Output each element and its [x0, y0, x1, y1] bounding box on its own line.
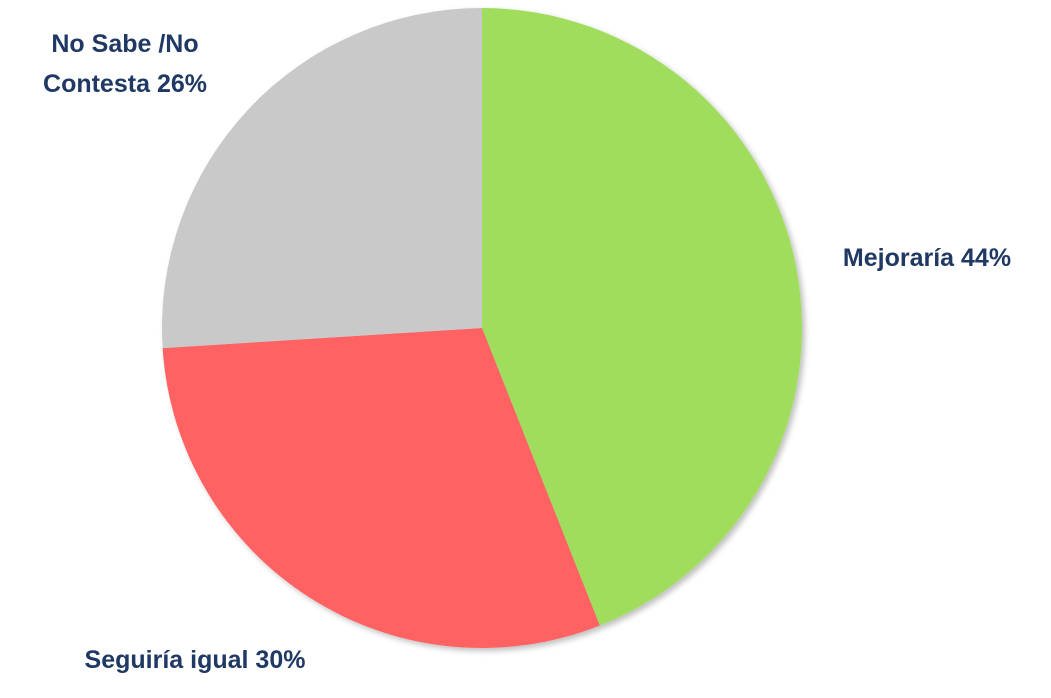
- value-label: 44%: [961, 244, 1012, 272]
- pie-slice: [162, 8, 482, 349]
- category-label: Mejoraría: [842, 244, 955, 272]
- pie: [162, 8, 803, 649]
- slice-label: No Sabe /No Contesta 26%: [10, 24, 240, 104]
- value-label: 30%: [255, 646, 306, 674]
- value-label: 26%: [156, 70, 207, 98]
- pie-slice: [482, 8, 803, 626]
- category-label: Seguiría igual: [84, 646, 249, 674]
- slice-label: Seguiría igual 30%: [80, 648, 310, 673]
- category-label: No Sabe /No Contesta: [43, 30, 199, 98]
- slice-label: Mejoraría 44%: [812, 241, 1042, 275]
- pie-slice: [162, 328, 600, 649]
